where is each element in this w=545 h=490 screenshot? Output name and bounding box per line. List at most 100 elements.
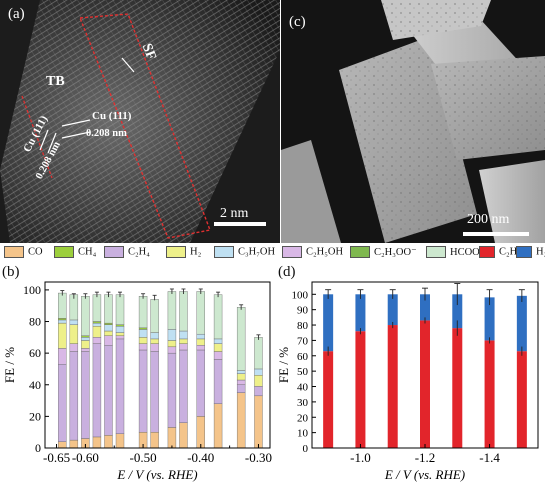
y-tick-label: 20 <box>29 409 41 423</box>
panel-b-chart: 0 20 40 60 80 100 -0.65 -0.60 -0.50 -0.40 -0.30 E /… <box>0 262 275 485</box>
bar-segment <box>196 345 205 351</box>
x-tick-label: -1.0 <box>350 450 371 465</box>
legend-label: CH₄ <box>78 246 97 258</box>
stacking-fault-region <box>78 13 211 239</box>
bar-segment <box>58 318 67 321</box>
spacing-label-right: 0.208 nm <box>86 128 127 139</box>
y-tick-label: 80 <box>29 315 41 329</box>
bar-segment <box>213 359 223 404</box>
plot-frame <box>44 281 271 449</box>
bar-segment <box>92 321 102 324</box>
x-tick-label: -0.65 <box>43 450 70 465</box>
bar-segment <box>167 340 177 348</box>
legend-label: C₃H₇OH <box>238 246 276 258</box>
bar-segment <box>167 427 177 449</box>
bar-segment <box>484 297 495 341</box>
bar-segment <box>81 335 90 338</box>
bar-segment <box>213 343 223 352</box>
bar-segment <box>167 329 177 341</box>
bar-segment <box>115 338 125 434</box>
bar-segment <box>323 294 334 352</box>
bar-segment <box>150 332 159 340</box>
legend-label: C₂H₅OH <box>306 246 344 258</box>
sem-image <box>281 0 545 243</box>
bar-segment <box>58 348 67 365</box>
x-axis-label: E / V (vs. RHE) <box>384 467 465 482</box>
y-tick-label: 100 <box>292 289 309 301</box>
bar-segment <box>115 332 125 336</box>
bar-segment <box>355 331 366 448</box>
bar-segment <box>92 436 102 449</box>
x-tick-label: -0.40 <box>187 450 214 465</box>
y-tick-label: 0 <box>303 443 309 455</box>
bar-segment <box>69 343 79 352</box>
bar-segment <box>355 294 366 332</box>
bar-segment <box>92 337 102 344</box>
y-tick-label: 30 <box>297 397 309 409</box>
bar-segment <box>236 370 246 374</box>
bar-segment <box>92 322 102 327</box>
bar-segment <box>452 294 463 329</box>
cu111-label-right: Cu (111) <box>92 110 132 122</box>
legend-item: H₂ <box>516 246 545 262</box>
bar-segment <box>81 337 90 341</box>
bar-segment <box>81 340 90 349</box>
bar-segment <box>179 291 188 332</box>
bar-segment <box>81 351 90 439</box>
twin-boundary-line <box>21 95 53 179</box>
bar-segment <box>138 343 148 351</box>
legend-label: C₂H₃OO⁻ <box>374 247 417 258</box>
legend-item: CH₄ <box>54 246 96 262</box>
bar-segment <box>516 295 527 352</box>
legend-item: CO <box>4 246 43 262</box>
bar-segment <box>58 364 67 442</box>
legend-label: CO <box>28 246 43 258</box>
bar-segment <box>254 386 263 397</box>
bar-segment <box>254 395 263 449</box>
bar-segment <box>58 319 67 324</box>
bar-segment <box>236 384 246 393</box>
bar-segment <box>167 291 177 330</box>
y-tick-label: 0 <box>35 441 41 455</box>
bar-segment <box>69 439 79 449</box>
bar-segment <box>196 291 205 335</box>
legend-swatch <box>166 246 186 258</box>
bar-segment <box>58 322 67 349</box>
legend-item: C₂H₃OO⁻ <box>350 246 417 262</box>
panel-label-d: (d) <box>278 264 296 280</box>
bar-segment <box>213 294 223 340</box>
y-tick-label: 20 <box>297 412 309 424</box>
bar-segment <box>213 351 223 360</box>
hrtem-image <box>0 0 280 243</box>
bar-segment <box>167 352 177 428</box>
bar-segment <box>115 335 125 340</box>
y-tick-label: 10 <box>297 428 309 440</box>
bar-segment <box>236 392 246 449</box>
y-tick-label: 80 <box>297 320 309 332</box>
bar-segment <box>387 294 398 326</box>
bar-segment <box>138 349 148 433</box>
x-tick-label: -0.30 <box>245 450 272 465</box>
y-tick-label: 60 <box>297 351 309 363</box>
chart-d-svg: 0 10 20 30 40 50 60 70 80 90 100 -1.0 -1.2 -1.4 E / V … <box>276 281 539 482</box>
y-tick-label: 60 <box>29 346 41 360</box>
panel-c-sem-image: (c) 200 nm <box>281 0 545 243</box>
panel-a-hrtem-image: (a) TB SF Cu (111) Cu (111) 0.208 nm 0.2… <box>0 0 280 243</box>
y-axis-label: FE / % <box>2 347 17 383</box>
x-tick-label: -1.4 <box>479 450 500 465</box>
panel-label-c: (c) <box>289 14 306 30</box>
bar-segment <box>179 330 188 340</box>
bar-segment <box>115 433 125 449</box>
legend-swatch <box>4 246 24 258</box>
legend-item: C₂H₄ <box>104 246 150 262</box>
y-tick-label: 90 <box>297 305 309 317</box>
bar-segment <box>452 328 463 448</box>
bar-segment <box>254 337 263 370</box>
y-tick-label: 100 <box>23 283 41 297</box>
legend-label: C₂H₄ <box>128 246 150 258</box>
legend-label: H₂ <box>190 246 202 258</box>
x-axis-label: E / V (vs. RHE) <box>116 467 197 482</box>
bar-segment <box>115 326 125 333</box>
scale-bar-c-label: 200 nm <box>467 212 510 227</box>
bar-segment <box>92 343 102 438</box>
